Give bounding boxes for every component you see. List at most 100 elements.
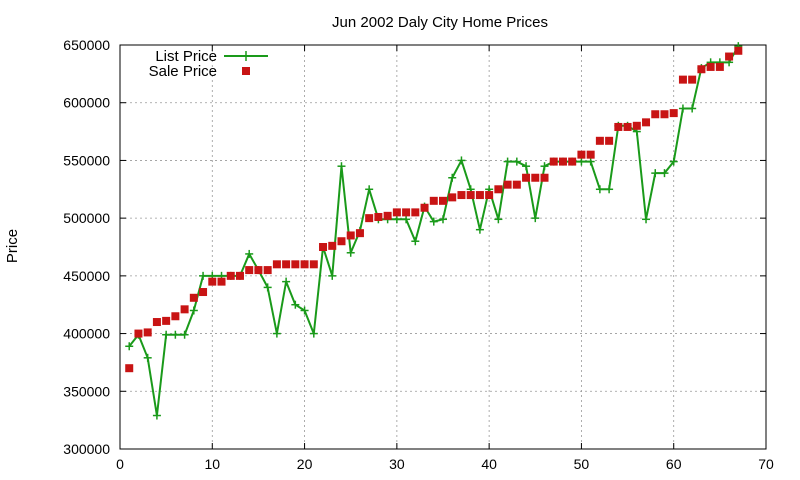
- sale-price-point: [642, 118, 651, 127]
- sale-price-point: [549, 157, 558, 166]
- grid: [120, 45, 766, 449]
- list-price-point: [448, 173, 457, 182]
- list-price-point: [605, 185, 614, 194]
- sale-price-point: [291, 260, 300, 269]
- sale-price-point: [605, 136, 614, 145]
- sale-price-point: [226, 271, 235, 280]
- list-price-point: [402, 215, 411, 224]
- list-price-point: [245, 249, 254, 258]
- sale-price-point: [586, 150, 595, 159]
- sale-price-point: [254, 266, 263, 275]
- sale-price-point: [706, 62, 715, 71]
- sale-price-point: [558, 157, 567, 166]
- sale-price-point: [577, 150, 586, 159]
- list-price-point: [199, 271, 208, 280]
- sale-price-point: [143, 328, 152, 337]
- y-tick-label: 450000: [63, 268, 110, 284]
- sale-price-point: [263, 266, 272, 275]
- list-price-point: [272, 329, 281, 338]
- sale-price-point: [522, 173, 531, 182]
- sale-price-point: [475, 191, 484, 200]
- plot-frame: [119, 44, 767, 450]
- list-price-point: [346, 248, 355, 257]
- list-price-point: [429, 217, 438, 226]
- list-price-point: [152, 411, 161, 420]
- legend-marker-sale-price: [242, 67, 250, 75]
- sale-price-point: [319, 243, 328, 251]
- y-tick-label: 300000: [63, 441, 110, 457]
- sale-price-point: [134, 329, 143, 338]
- y-tick-label: 400000: [63, 326, 110, 342]
- list-price-point: [475, 225, 484, 234]
- sale-price-point: [337, 237, 346, 246]
- list-price-point: [522, 162, 531, 171]
- sale-price-point: [402, 208, 411, 217]
- list-price-point: [309, 329, 318, 338]
- list-price-point: [291, 300, 300, 309]
- sale-price-point: [392, 208, 401, 217]
- sale-price-point: [595, 136, 604, 145]
- list-price-point: [263, 283, 272, 292]
- sale-price-point: [540, 173, 549, 182]
- list-price-point: [392, 215, 401, 224]
- sale-price-point: [725, 52, 734, 61]
- sale-price-point: [355, 229, 364, 238]
- legend-marker-list-price: [241, 51, 251, 61]
- sale-price-point: [660, 110, 669, 119]
- sale-price-point: [678, 75, 687, 84]
- sale-price-point: [383, 211, 392, 220]
- sale-price-point: [328, 241, 337, 250]
- list-price-point: [328, 271, 337, 280]
- list-price-point: [180, 330, 189, 339]
- sale-price-point: [272, 260, 281, 269]
- list-price-line: [128, 45, 740, 417]
- sale-price-point: [199, 288, 208, 297]
- sale-price-point: [632, 121, 641, 130]
- sale-price-point: [152, 318, 161, 327]
- x-tick-label: 70: [758, 456, 774, 472]
- list-price-point: [162, 330, 171, 339]
- sale-price-point: [439, 196, 447, 205]
- sale-price-point: [420, 203, 429, 212]
- y-axis-label: Price: [4, 229, 21, 263]
- list-price-point: [678, 104, 687, 113]
- sale-price-point: [235, 271, 244, 280]
- sale-price-point: [651, 110, 660, 119]
- x-tick-label: 10: [204, 456, 220, 472]
- sale-price-point: [715, 62, 724, 71]
- sale-price-point: [208, 277, 217, 286]
- sale-price-point: [300, 260, 309, 269]
- sale-price-point: [485, 191, 494, 200]
- list-price-point: [189, 306, 198, 315]
- sale-price-point: [531, 173, 540, 182]
- list-price-point: [143, 353, 152, 362]
- list-price-point: [439, 215, 447, 224]
- list-price-point: [337, 162, 346, 171]
- sale-price-point: [411, 208, 420, 217]
- list-price-point: [457, 156, 466, 165]
- x-tick-label: 20: [297, 456, 313, 472]
- x-tick-label: 60: [666, 456, 682, 472]
- sale-price-point: [669, 109, 678, 118]
- chart-title: Jun 2002 Daly City Home Prices: [332, 14, 548, 31]
- list-price-point: [586, 157, 595, 166]
- list-price-point: [540, 162, 549, 171]
- sale-price-point: [374, 212, 383, 221]
- sale-price-point: [162, 316, 171, 325]
- list-price-point: [503, 157, 512, 166]
- sale-price-point: [125, 364, 134, 373]
- list-price-point: [494, 215, 503, 224]
- y-tick-label: 350000: [63, 383, 110, 399]
- sale-price-point: [568, 157, 577, 166]
- legend: List Price Sale Price: [149, 48, 268, 80]
- sale-price-point: [429, 196, 438, 205]
- legend-label-sale-price: Sale Price: [149, 63, 217, 80]
- list-price-point: [660, 169, 669, 178]
- sale-price-point: [180, 305, 189, 314]
- x-tick-label: 40: [481, 456, 497, 472]
- list-price-point: [688, 104, 697, 113]
- sale-price-point: [457, 191, 466, 200]
- series-layer: [125, 42, 743, 420]
- list-price-point: [531, 214, 540, 223]
- sale-price-point: [512, 180, 521, 189]
